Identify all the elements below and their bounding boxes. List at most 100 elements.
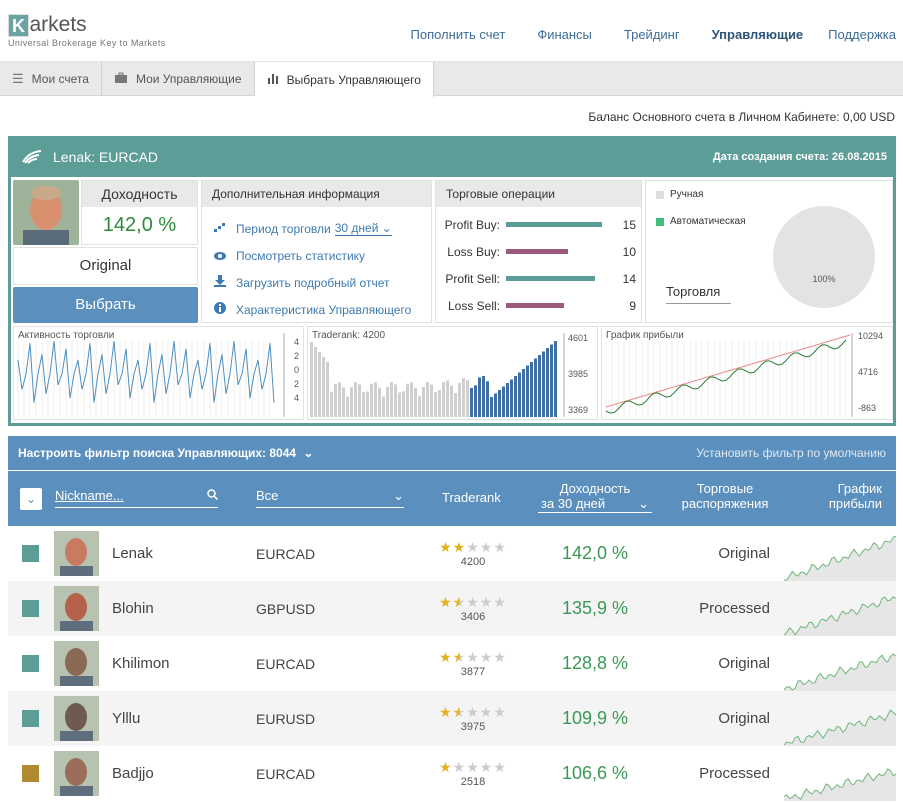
table-row[interactable]: Ylllu EURUSD ★★★★★ 3975 109,9 % Original xyxy=(8,691,896,746)
row-select-checkbox[interactable] xyxy=(22,710,39,727)
nav-finance[interactable]: Финансы xyxy=(537,27,592,42)
star-empty-icon: ★ xyxy=(479,759,494,775)
traderank-bar xyxy=(358,384,361,417)
col-orders-line2: распоряжения xyxy=(681,496,769,511)
traderank-bar xyxy=(406,383,409,417)
stats-link[interactable]: Посмотреть статистику xyxy=(236,248,366,263)
wifi-icon xyxy=(21,148,43,167)
double-chevron-down-icon: ⌄ xyxy=(303,446,314,460)
select-manager-button[interactable]: Выбрать xyxy=(13,287,198,323)
row-nickname[interactable]: Khilimon xyxy=(112,655,170,672)
logo[interactable]: U B K Markets Universal Brokerage Key to… xyxy=(8,13,166,48)
star-half-icon: ★ xyxy=(452,649,467,665)
row-pair: EURCAD xyxy=(256,545,316,562)
nav-deposit[interactable]: Пополнить счет xyxy=(410,27,506,42)
tab-my-accounts[interactable]: ☰ Мои счета xyxy=(0,62,102,96)
row-nickname[interactable]: Badjjo xyxy=(112,765,154,782)
info-icon xyxy=(214,302,236,317)
report-link[interactable]: Загрузить подробный отчет xyxy=(236,275,390,290)
reset-filter-link[interactable]: Установить фильтр по умолчанию xyxy=(696,446,886,460)
tab-my-managers[interactable]: Мои Управляющие xyxy=(102,62,255,96)
chevron-down-icon: ⌄ xyxy=(381,221,392,235)
table-row[interactable]: Blohin GBPUSD ★★★★★ 3406 135,9 % Process… xyxy=(8,581,896,636)
char-link-row[interactable]: Характеристика Управляющего xyxy=(214,296,431,323)
filter-label: Настроить фильтр поиска Управляющих: 804… xyxy=(18,446,297,460)
nickname-search-input[interactable]: Nickname... xyxy=(55,488,219,508)
traderank-bar xyxy=(330,391,333,417)
additional-info-heading: Дополнительная информация xyxy=(202,181,431,207)
pie-callout-underline xyxy=(666,303,731,304)
traderank-bar xyxy=(310,342,313,417)
ops-row: Profit Sell: 14 xyxy=(436,265,641,292)
traderank-bar xyxy=(422,386,425,417)
col-yield-line1: Доходность xyxy=(559,481,631,496)
row-rating-stars: ★★★★★ xyxy=(439,539,507,556)
traderank-bar xyxy=(442,382,445,417)
ops-label: Loss Buy: xyxy=(447,244,500,259)
star-full-icon: ★ xyxy=(439,649,453,665)
legend-label: Ручная xyxy=(670,189,704,200)
sparkline-line xyxy=(784,596,896,636)
row-select-checkbox[interactable] xyxy=(22,600,39,617)
row-avatar xyxy=(54,641,99,686)
col-yield-line2: за 30 дней xyxy=(541,496,606,511)
tab-choose-manager[interactable]: Выбрать Управляющего xyxy=(254,62,434,97)
nav-support[interactable]: Поддержка xyxy=(828,27,896,42)
period-select[interactable]: 30 дней ⌄ xyxy=(334,221,392,236)
pair-select-value: Все xyxy=(256,488,279,503)
row-order-type: Processed xyxy=(699,600,770,617)
row-select-checkbox[interactable] xyxy=(22,545,39,562)
row-nickname[interactable]: Lenak xyxy=(112,545,153,562)
traderank-bar xyxy=(418,396,421,417)
row-avatar xyxy=(54,751,99,796)
traderank-bar xyxy=(470,387,473,417)
table-row[interactable]: Khilimon EURCAD ★★★★★ 3877 128,8 % Origi… xyxy=(8,636,896,691)
traderank-bar xyxy=(534,358,537,417)
table-row[interactable]: Badjjo EURCAD ★★★★★ 2518 106,6 % Process… xyxy=(8,746,896,801)
row-profit-sparkline xyxy=(784,709,896,746)
row-nickname[interactable]: Blohin xyxy=(112,600,154,617)
filter-toggle[interactable]: Настроить фильтр поиска Управляющих: 804… xyxy=(18,446,313,460)
main-account-balance: Баланс Основного счета в Личном Кабинете… xyxy=(588,110,895,124)
row-yield: 142,0 % xyxy=(561,543,629,563)
row-select-checkbox[interactable] xyxy=(22,655,39,672)
nav-trading[interactable]: Трейдинг xyxy=(623,27,680,42)
row-profit-sparkline xyxy=(784,768,896,801)
row-order-type: Processed xyxy=(699,765,770,782)
pair-select[interactable]: Все ⌄ xyxy=(256,488,404,508)
traderank-bar xyxy=(554,341,557,417)
row-pair: GBPUSD xyxy=(256,600,316,617)
traderank-chart: Traderank: 4200 4601 3985 3369 xyxy=(307,326,598,420)
activity-tick: 2 xyxy=(294,351,299,361)
report-link-row[interactable]: Загрузить подробный отчет xyxy=(214,269,431,296)
star-full-icon: ★ xyxy=(439,594,453,610)
row-yield: 109,9 % xyxy=(561,708,629,728)
col-yield[interactable]: Доходность за 30 дней ⌄ xyxy=(538,481,652,513)
traderank-bar xyxy=(346,396,349,417)
select-all-dropdown[interactable]: ⌄ xyxy=(20,488,42,510)
row-traderank: 3406 xyxy=(460,611,486,623)
nav-managers[interactable]: Управляющие xyxy=(711,27,804,42)
col-traderank[interactable]: Traderank xyxy=(442,490,501,505)
ops-row: Loss Sell: 9 xyxy=(436,292,641,319)
stats-link-row[interactable]: Посмотреть статистику xyxy=(214,242,431,269)
row-select-checkbox[interactable] xyxy=(22,765,39,782)
table-row[interactable]: Lenak EURCAD ★★★★★ 4200 142,0 % Original xyxy=(8,526,896,581)
yield-box: Доходность 142,0 % xyxy=(81,180,198,245)
row-avatar xyxy=(54,586,99,631)
row-nickname[interactable]: Ylllu xyxy=(112,710,141,727)
row-yield: 128,8 % xyxy=(561,653,629,673)
ops-bar-track xyxy=(506,222,602,227)
star-empty-icon: ★ xyxy=(479,594,494,610)
traderank-bar xyxy=(338,382,341,417)
star-empty-icon: ★ xyxy=(479,649,494,665)
star-half-icon: ★ xyxy=(452,704,467,720)
traderank-bar xyxy=(550,344,553,417)
col-yield-period-select[interactable]: за 30 дней ⌄ xyxy=(538,496,652,513)
chevron-down-icon: ⌄ xyxy=(393,488,404,503)
characteristic-link[interactable]: Характеристика Управляющего xyxy=(236,302,412,317)
star-empty-icon: ★ xyxy=(493,704,507,720)
col-orders[interactable]: Торговые распоряжения xyxy=(670,481,780,511)
activity-tick: 0 xyxy=(294,365,299,375)
star-empty-icon: ★ xyxy=(479,539,494,555)
